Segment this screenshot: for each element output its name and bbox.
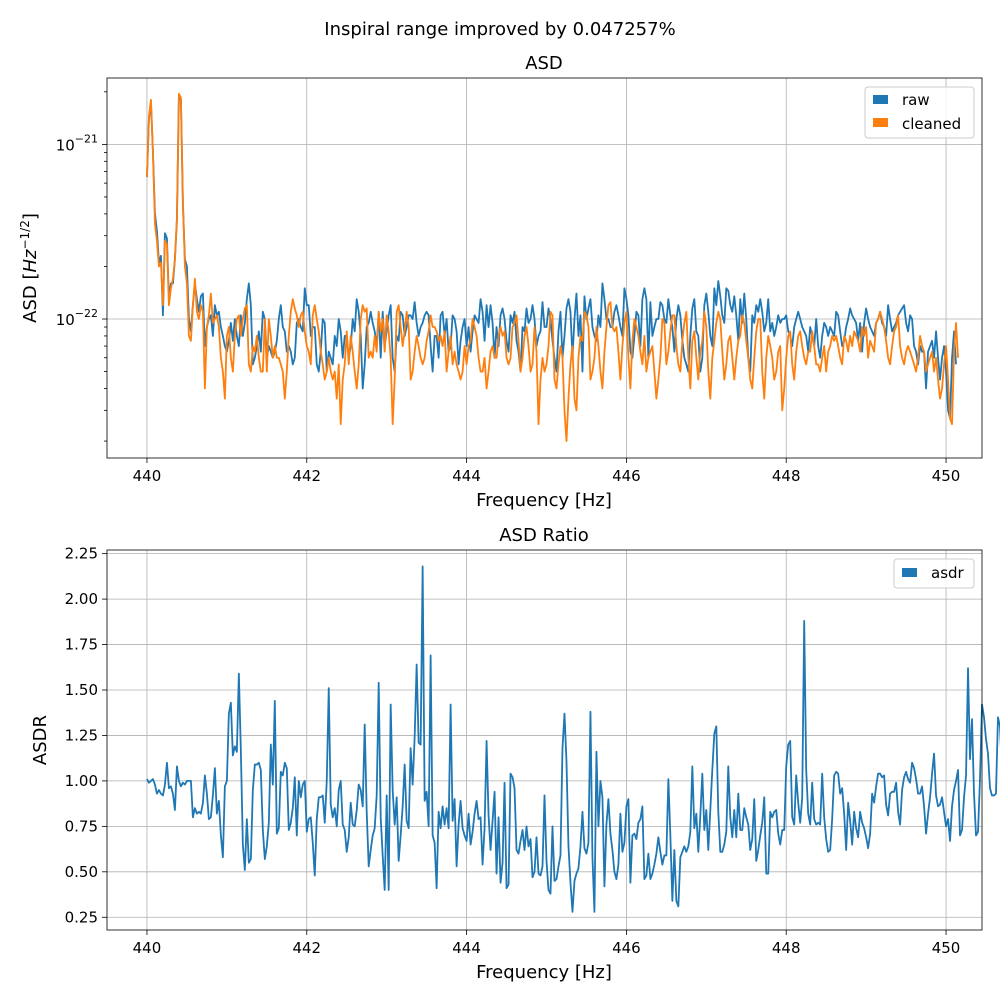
asdr-xtick-label: 440: [133, 939, 162, 957]
asd-plot-frame: [106, 77, 983, 459]
series-line-raw: [146, 94, 957, 420]
asd-legend: raw cleaned: [864, 86, 975, 139]
asd-xtick-label: 448: [772, 467, 801, 485]
legend-label-cleaned: cleaned: [902, 115, 961, 133]
legend-swatch-raw: [873, 95, 888, 104]
asd-xtick-label: 446: [612, 467, 641, 485]
series-line-asdr: [146, 565, 1000, 913]
asd-xlabel: Frequency [Hz]: [476, 490, 612, 511]
asdr-xtick-label: 444: [452, 939, 481, 957]
asdr-ytick-label: 0.50: [65, 863, 98, 881]
asdr-series-group: [146, 565, 1000, 913]
asdr-ytick-label: 0.25: [65, 908, 98, 926]
asdr-ytick-label: 1.75: [65, 636, 98, 654]
asdr-xtick-label: 448: [772, 939, 801, 957]
asdr-ytick-label: 1.50: [65, 681, 98, 699]
asd-ylabel: ASD [Hz−1/2]: [18, 213, 41, 323]
figure-suptitle: Inspiral range improved by 0.047257%: [324, 19, 675, 40]
asdr-title: ASD Ratio: [499, 525, 589, 546]
asd-xtick-label: 450: [932, 467, 961, 485]
asdr-xlabel: Frequency [Hz]: [476, 962, 612, 983]
asd-ytick-label: 10−22: [56, 307, 98, 329]
asdr-ytick-label: 1.00: [65, 772, 98, 790]
asdr-ytick-label: 2.25: [65, 545, 98, 563]
asdr-xtick-label: 442: [292, 939, 321, 957]
asd-xtick-label: 444: [452, 467, 481, 485]
asdr-xtick-label: 446: [612, 939, 641, 957]
legend-label-raw: raw: [902, 91, 930, 109]
asd-series-group: [146, 92, 959, 442]
asd-ytick-label: 10−21: [56, 132, 98, 154]
legend-label-asdr: asdr: [931, 564, 965, 582]
asdr-legend-box: [893, 558, 975, 589]
asd-ylabel-unit-exp: −1/2: [18, 220, 32, 249]
asd-title: ASD: [525, 53, 563, 74]
asdr-axes: ASD Ratio 440 442 444 446 448 450 0.25 0.50 0.75…: [30, 525, 1000, 983]
asd-legend-box: [864, 86, 975, 139]
asdr-ytick-label: 2.00: [65, 590, 98, 608]
asd-grid: [107, 78, 982, 458]
asdr-plot-frame: [106, 549, 983, 931]
asd-ticks: 440 442 444 446 448 450 10−22 10−21: [56, 91, 961, 485]
asd-axes: ASD 440 442 444 446 448 450 10−22 10−21 Frequen…: [18, 53, 983, 511]
legend-swatch-cleaned: [873, 118, 888, 127]
asdr-ylabel: ASDR: [30, 715, 51, 765]
asd-xtick-label: 440: [133, 467, 162, 485]
asdr-legend: asdr: [893, 558, 975, 589]
series-line-cleaned: [146, 92, 959, 442]
asd-ylabel-text: ASD: [20, 285, 41, 323]
asd-xtick-label: 442: [292, 467, 321, 485]
asdr-ticks: 440 442 444 446 448 450 0.25 0.50 0.75 1.00 1.25 1.…: [65, 545, 961, 957]
asdr-grid: [107, 550, 982, 930]
asdr-ytick-label: 1.25: [65, 726, 98, 744]
asdr-ytick-label: 0.75: [65, 817, 98, 835]
legend-swatch-asdr: [902, 568, 917, 577]
asd-ylabel-unit-hz: Hz: [20, 249, 41, 273]
asdr-xtick-label: 450: [932, 939, 961, 957]
